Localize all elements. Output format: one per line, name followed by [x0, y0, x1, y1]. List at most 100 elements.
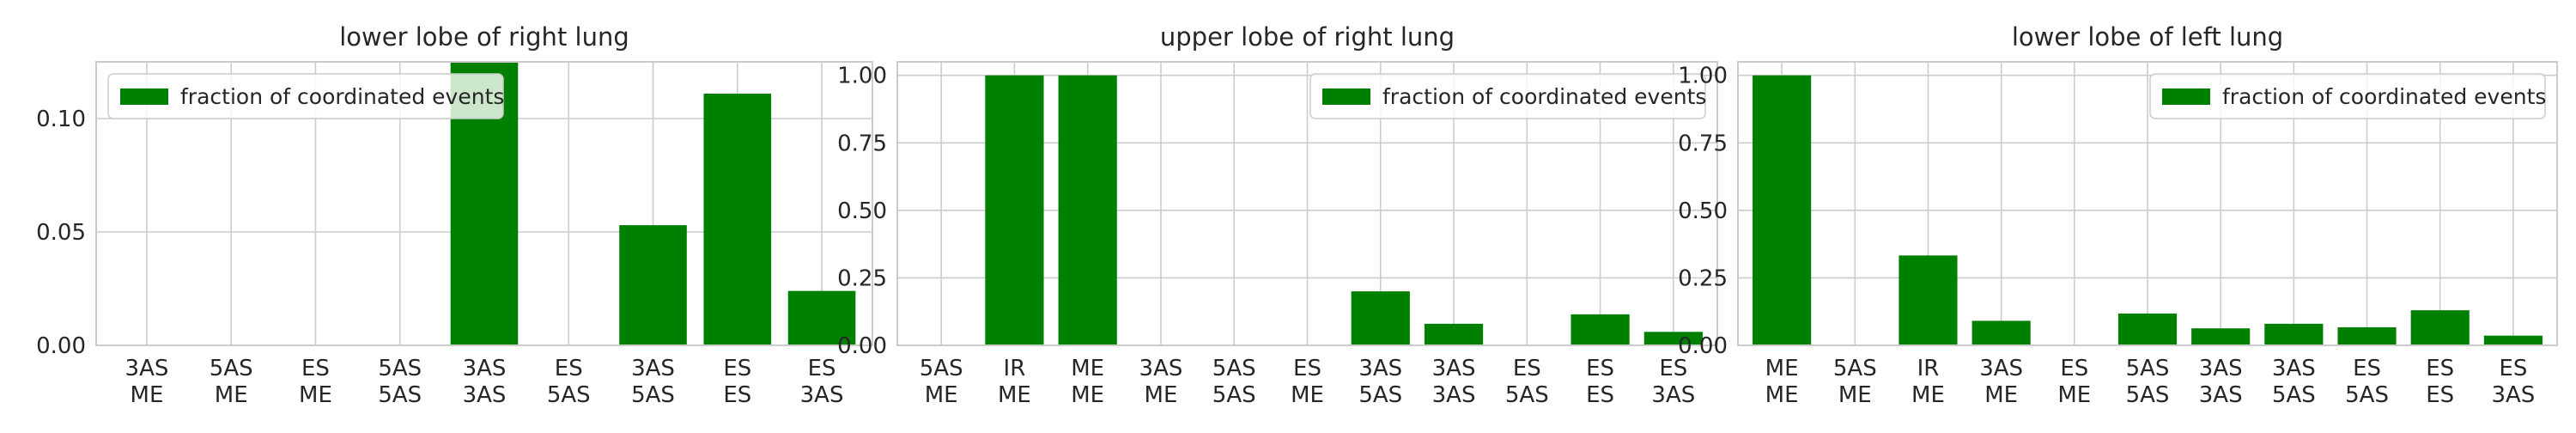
bar — [1971, 320, 2031, 345]
axes-frame — [95, 61, 873, 346]
x-tick-label: ES — [1513, 356, 1541, 381]
x-tick-label: 3AS — [2199, 356, 2243, 381]
x-tick-label: 5AS — [2272, 382, 2316, 408]
bar — [1643, 332, 1703, 345]
bar — [1571, 314, 1630, 345]
y-tick-label: 1.00 — [1678, 64, 1728, 89]
x-tick-label: 3AS — [1651, 382, 1695, 408]
x-tick-label: ME — [1145, 382, 1178, 408]
legend: fraction of coordinated events — [1309, 73, 1706, 119]
legend: fraction of coordinated events — [107, 73, 504, 119]
x-tick-label: 5AS — [1505, 382, 1549, 408]
bar — [1058, 75, 1117, 345]
bar — [1351, 291, 1410, 345]
x-tick-label: ME — [1071, 382, 1104, 408]
bar — [1424, 323, 1484, 345]
x-tick-label: 3AS — [2491, 382, 2535, 408]
y-tick-label: 0.05 — [36, 220, 86, 246]
chart-title: lower lobe of left lung — [2012, 22, 2283, 52]
x-tick-label: ME — [1911, 382, 1945, 408]
x-tick-label: ES — [1293, 356, 1321, 381]
y-tick-label: 0.75 — [837, 131, 887, 156]
bar — [1899, 255, 1958, 345]
x-tick-label: ES — [2353, 356, 2381, 381]
x-tick-label: ME — [1291, 382, 1324, 408]
legend-box — [1309, 73, 1706, 119]
x-tick-label: 5AS — [2345, 382, 2389, 408]
x-tick-label: ME — [1838, 382, 1872, 408]
x-tick-label: 5AS — [210, 356, 253, 381]
legend: fraction of coordinated events — [2149, 73, 2546, 119]
y-tick-label: 0.00 — [837, 333, 887, 359]
x-tick-label: ME — [299, 382, 332, 408]
x-tick-label: ES — [723, 356, 751, 381]
x-tick-label: ME — [925, 382, 958, 408]
x-tick-label: 3AS — [463, 356, 507, 381]
chart-title: upper lobe of right lung — [1160, 22, 1455, 52]
y-tick-label: 0.00 — [36, 333, 86, 359]
x-tick-label: ME — [1765, 356, 1799, 381]
x-tick-label: 3AS — [1358, 356, 1402, 381]
x-tick-label: ME — [1071, 356, 1104, 381]
x-tick-label: 5AS — [547, 382, 591, 408]
x-tick-label: ES — [808, 356, 836, 381]
bar — [2191, 328, 2251, 345]
x-tick-label: ME — [131, 382, 164, 408]
y-tick-label: 0.75 — [1678, 131, 1728, 156]
x-tick-label: ME — [1984, 382, 2018, 408]
axes-frame — [896, 61, 1718, 346]
x-tick-label: 5AS — [378, 356, 422, 381]
axes-frame — [1737, 61, 2558, 346]
x-tick-label: ME — [2057, 382, 2091, 408]
legend-box — [107, 73, 504, 119]
x-tick-label: ES — [2426, 382, 2454, 408]
x-tick-label: IR — [1917, 356, 1940, 381]
x-tick-label: 3AS — [2272, 356, 2316, 381]
x-tick-label: ME — [998, 382, 1031, 408]
x-tick-label: 3AS — [463, 382, 507, 408]
x-tick-label: ME — [1765, 382, 1799, 408]
x-tick-label: ES — [723, 382, 751, 408]
legend-label: fraction of coordinated events — [180, 84, 504, 109]
x-tick-label: 3AS — [1432, 356, 1476, 381]
y-tick-label: 0.50 — [837, 198, 887, 224]
bar — [2264, 323, 2324, 345]
panel-1: 0.000.050.103ASME5ASMEESME5AS5AS3AS3ASES… — [36, 22, 873, 408]
x-tick-label: 5AS — [1212, 356, 1256, 381]
x-tick-label: 5AS — [1358, 382, 1402, 408]
x-tick-label: IR — [1004, 356, 1026, 381]
x-tick-label: 5AS — [1212, 382, 1256, 408]
x-tick-label: 3AS — [1979, 356, 2023, 381]
y-tick-label: 1.00 — [837, 64, 887, 89]
x-tick-label: 3AS — [1139, 356, 1183, 381]
x-tick-label: ME — [215, 382, 248, 408]
y-tick-label: 0.25 — [837, 265, 887, 291]
y-tick-label: 0.25 — [1678, 265, 1728, 291]
legend-label: fraction of coordinated events — [2222, 84, 2546, 109]
x-tick-label: ES — [1586, 382, 1614, 408]
y-tick-label: 0.50 — [1678, 198, 1728, 224]
x-tick-label: 3AS — [800, 382, 844, 408]
panel-2: 0.000.250.500.751.005ASMEIRMEMEME3ASME5A… — [837, 22, 1718, 408]
chart-title: lower lobe of right lung — [339, 22, 629, 52]
x-tick-label: 5AS — [920, 356, 963, 381]
legend-swatch — [120, 88, 168, 105]
x-tick-label: ES — [2060, 356, 2088, 381]
x-tick-label: 5AS — [1833, 356, 1877, 381]
x-tick-label: 5AS — [2126, 382, 2170, 408]
bar — [2410, 310, 2470, 345]
bar — [2337, 326, 2397, 345]
panel-3: 0.000.250.500.751.00MEME5ASMEIRME3ASMEES… — [1678, 22, 2558, 408]
x-tick-label: ES — [2426, 356, 2454, 381]
legend-swatch — [1322, 88, 1370, 105]
x-tick-label: ES — [555, 356, 583, 381]
x-tick-label: 3AS — [125, 356, 169, 381]
bar — [703, 93, 772, 346]
legend-label: fraction of coordinated events — [1382, 84, 1706, 109]
x-tick-label: 5AS — [631, 382, 675, 408]
bar — [1753, 75, 1812, 345]
bar — [787, 290, 856, 345]
bar — [619, 225, 687, 345]
